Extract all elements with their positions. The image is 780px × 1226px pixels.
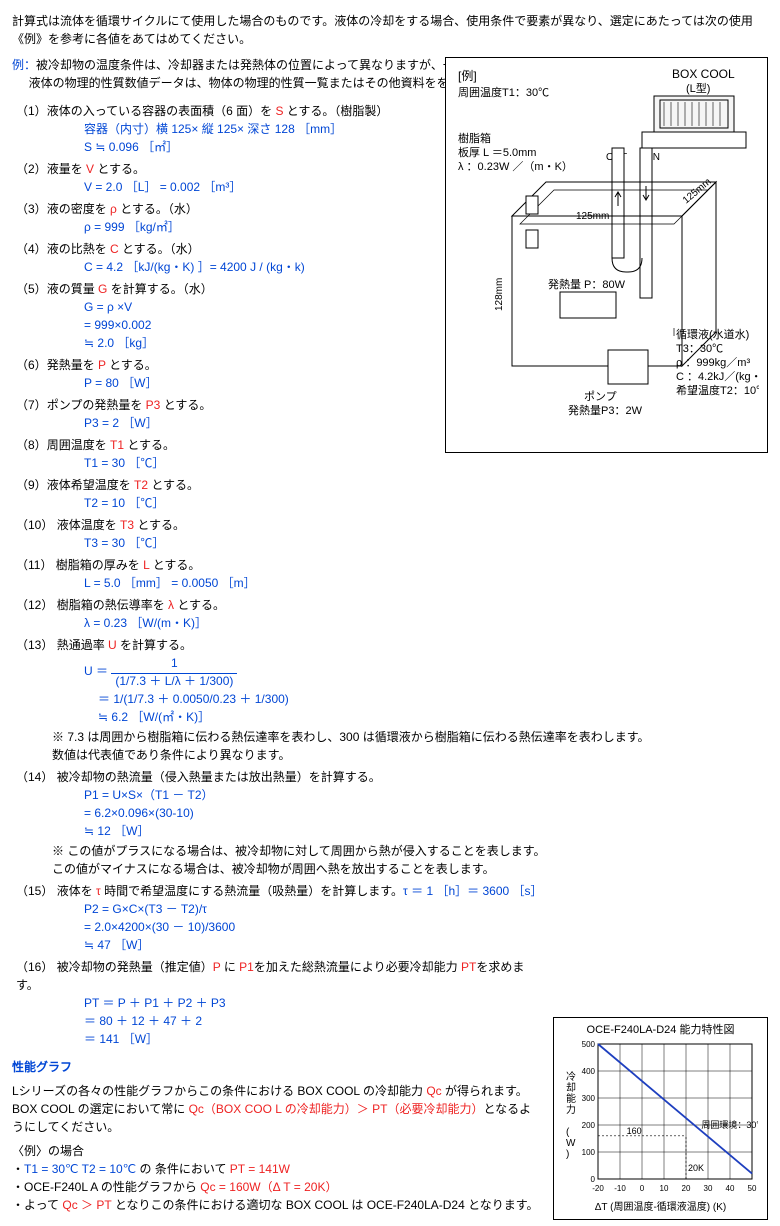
step-1: （1）液体の入っている容器の表面積（6 面）を S とする。（樹脂製） 容器（内… — [16, 102, 457, 156]
svg-text:周囲温度T1：30℃: 周囲温度T1：30℃ — [458, 85, 549, 99]
perf-bullet-1: ・T1 = 30℃ T2 = 10℃ の 条件において PT = 141W — [12, 1160, 542, 1178]
step-5: （5）液の質量 G を計算する。（水） G = ρ ×V = 999×0.002… — [16, 280, 457, 352]
svg-text:[例]: [例] — [458, 69, 477, 83]
svg-text:板厚 L ＝5.0mm: 板厚 L ＝5.0mm — [458, 145, 536, 159]
svg-text:400: 400 — [582, 1067, 596, 1076]
perf-graph-title: 性能グラフ — [12, 1058, 542, 1076]
svg-text:0: 0 — [591, 1175, 596, 1184]
svg-text:W: W — [566, 1138, 576, 1149]
svg-text:希望温度T2：10℃: 希望温度T2：10℃ — [676, 383, 759, 397]
perf-text-2: BOX COOL の選定において常に Qc（BOX COO L の冷却能力）＞ … — [12, 1100, 542, 1136]
svg-text:125mm: 125mm — [576, 211, 609, 222]
svg-text:BOX COOL: BOX COOL — [672, 67, 735, 81]
step-15: （15） 液体を τ 時間で希望温度にする熱流量（吸熱量）を計算します。τ ＝ … — [16, 882, 768, 954]
svg-text:能: 能 — [566, 1092, 576, 1105]
svg-text:10: 10 — [660, 1184, 669, 1193]
step-14: （14） 被冷却物の熱流量（侵入熱量または放出熱量）を計算する。 P1 = U×… — [16, 768, 768, 878]
svg-text:40: 40 — [726, 1184, 735, 1193]
perf-text-1: Lシリーズの各々の性能グラフからこの条件における BOX COOL の冷却能力 … — [12, 1082, 542, 1100]
step-13: （13） 熱通過率 U を計算する。 U ＝ 1 (1/7.3 ＋ L/λ ＋ … — [16, 636, 768, 764]
chart-svg: -20-10010203040500100200300400500周囲環境：30… — [558, 1040, 758, 1195]
step-6: （6）発熱量を P とする。 P = 80 ［W］ — [16, 356, 457, 392]
svg-text:循環液(水道水): 循環液(水道水) — [676, 327, 749, 341]
step-3: （3）液の密度を ρ とする。（水） ρ = 999 ［kg/㎡］ — [16, 200, 457, 236]
svg-text:100: 100 — [582, 1148, 596, 1157]
svg-text:0: 0 — [640, 1184, 645, 1193]
step-7: （7）ポンプの発熱量を P3 とする。 P3 = 2 ［W］ — [16, 396, 457, 432]
svg-text:200: 200 — [582, 1121, 596, 1130]
svg-text:却: 却 — [566, 1082, 576, 1094]
intro-text: 計算式は流体を循環サイクルにて使用した場合のものです。液体の冷却をする場合、使用… — [12, 12, 768, 48]
step-16: （16） 被冷却物の発熱量（推定値）P に P1を加えた総熱流量により必要冷却能… — [16, 958, 546, 1048]
svg-text:発熱量P3：2W: 発熱量P3：2W — [568, 403, 643, 417]
svg-text:ρ ：999kg／m³: ρ ：999kg／m³ — [676, 356, 750, 369]
step-11: （11） 樹脂箱の厚みを L とする。 L = 5.0 ［mm］ = 0.005… — [16, 556, 457, 592]
svg-text:20: 20 — [682, 1184, 691, 1193]
svg-text:): ) — [566, 1149, 569, 1160]
perf-subtitle: 〈例〉の場合 — [12, 1142, 542, 1160]
step-8: （8）周囲温度を T1 とする。 T1 = 30 ［℃］ — [16, 436, 457, 472]
svg-text:125mm: 125mm — [681, 176, 714, 206]
perf-bullet-2: ・OCE-F240L A の性能グラフから Qc = 160W（Δ T = 20… — [12, 1178, 542, 1196]
svg-text:ポンプ: ポンプ — [584, 390, 617, 403]
svg-text:-10: -10 — [614, 1184, 626, 1193]
step-2: （2）液量を V とする。 V = 2.0 ［L］ = 0.002 ［m³］ — [16, 160, 457, 196]
svg-text:周囲環境：30℃: 周囲環境：30℃ — [701, 1119, 758, 1130]
svg-text:λ ：0.23W ／（m・K）: λ ：0.23W ／（m・K） — [458, 160, 573, 173]
svg-text:500: 500 — [582, 1040, 596, 1049]
svg-text:50: 50 — [748, 1184, 757, 1193]
perf-bullet-3: ・よって Qc ＞ PT となりこの条件における適切な BOX COOL は O… — [12, 1196, 542, 1214]
example-diagram: [例] 周囲温度T1：30℃ BOX COOL(L型) 樹脂箱板厚 L ＝5.0mmλ… — [445, 57, 768, 453]
svg-text:(L型): (L型) — [686, 81, 710, 95]
svg-text:128mm: 128mm — [494, 278, 505, 311]
svg-text:樹脂箱: 樹脂箱 — [458, 131, 491, 145]
svg-text:-20: -20 — [592, 1184, 604, 1193]
step-4: （4）液の比熱を C とする。（水） C = 4.2 ［kJ/(kg・K) ］=… — [16, 240, 457, 276]
svg-text:30: 30 — [704, 1184, 713, 1193]
svg-text:C ：4.2kJ／(kg・K): C ：4.2kJ／(kg・K) — [676, 370, 759, 383]
step-10: （10） 液体温度を T3 とする。 T3 = 30 ［℃］ — [16, 516, 457, 552]
svg-text:冷: 冷 — [566, 1070, 576, 1083]
svg-text:160: 160 — [627, 1126, 642, 1136]
svg-text:300: 300 — [582, 1094, 596, 1103]
svg-text:T3：30℃: T3：30℃ — [676, 343, 723, 355]
svg-text:発熱量 P：80W: 発熱量 P：80W — [548, 277, 626, 291]
svg-text:20K: 20K — [688, 1163, 704, 1173]
svg-text:力: 力 — [566, 1103, 576, 1116]
step-9: （9）液体希望温度を T2 とする。 T2 = 10 ［℃］ — [16, 476, 457, 512]
performance-chart: OCE-F240LA-D24 能力特性図 -20-100102030405001… — [553, 1017, 768, 1221]
step-12: （12） 樹脂箱の熱伝導率を λ とする。 λ = 0.23 ［W/(m・K)］ — [16, 596, 457, 632]
svg-text:(: ( — [566, 1127, 570, 1138]
